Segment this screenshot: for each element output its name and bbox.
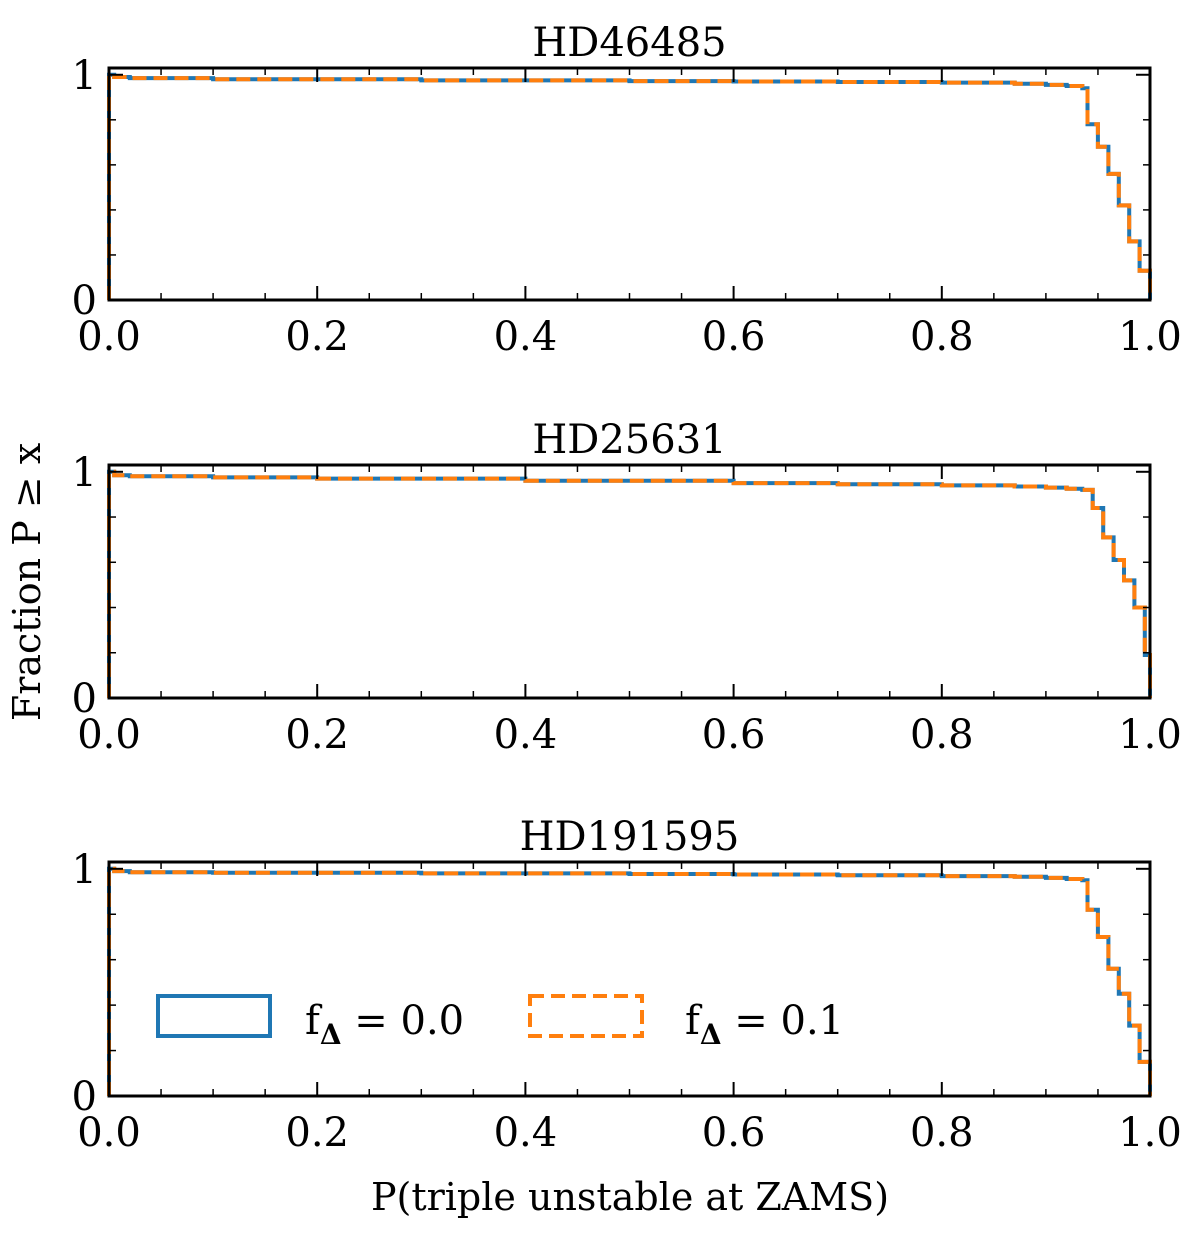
legend-label-0: fΔ = 0.0 — [305, 998, 464, 1051]
series-line-0 — [107, 866, 1152, 1096]
x-tick-label: 0.0 — [77, 712, 141, 758]
axes-frame — [107, 860, 1152, 1098]
x-tick-label: 0.6 — [702, 1110, 766, 1156]
axes-frame — [107, 66, 1152, 302]
axes-frame — [107, 463, 1152, 700]
y-tick-label: 0 — [72, 1074, 97, 1120]
x-tick-label: 0.4 — [494, 712, 558, 758]
y-axis-label: Fraction P ≥ x — [5, 443, 49, 721]
x-axis-label: P(triple unstable at ZAMS) — [371, 1175, 889, 1219]
series-line-1 — [107, 469, 1152, 698]
x-tick-label: 1.0 — [1118, 712, 1182, 758]
panel-title: HD25631 — [532, 417, 726, 463]
x-tick-label: 0.2 — [285, 1110, 349, 1156]
series-line-1 — [107, 72, 1152, 300]
x-tick-label: 0.8 — [910, 712, 974, 758]
x-tick-label: 0.2 — [285, 712, 349, 758]
x-tick-label: 0.2 — [285, 314, 349, 360]
legend-label-1: fΔ = 0.1 — [685, 998, 844, 1051]
x-tick-label: 1.0 — [1118, 314, 1182, 360]
x-tick-label: 0.0 — [77, 1110, 141, 1156]
panel-title: HD191595 — [520, 814, 740, 860]
series-line-0 — [107, 72, 1152, 300]
x-tick-label: 0.6 — [702, 314, 766, 360]
y-tick-label: 1 — [72, 847, 97, 893]
y-tick-label: 1 — [72, 450, 97, 496]
legend-swatch-1 — [528, 994, 644, 1038]
x-tick-label: 0.6 — [702, 712, 766, 758]
x-tick-label: 1.0 — [1118, 1110, 1182, 1156]
x-tick-label: 0.8 — [910, 1110, 974, 1156]
series-line-1 — [107, 866, 1152, 1096]
x-tick-label: 0.0 — [77, 314, 141, 360]
y-tick-label: 1 — [72, 53, 97, 99]
series-line-0 — [107, 469, 1152, 698]
y-tick-label: 0 — [72, 278, 97, 324]
panel-title: HD46485 — [532, 20, 726, 66]
x-tick-label: 0.4 — [494, 1110, 558, 1156]
y-tick-label: 0 — [72, 676, 97, 722]
x-tick-label: 0.4 — [494, 314, 558, 360]
x-tick-label: 0.8 — [910, 314, 974, 360]
legend-swatch-0 — [156, 994, 272, 1038]
